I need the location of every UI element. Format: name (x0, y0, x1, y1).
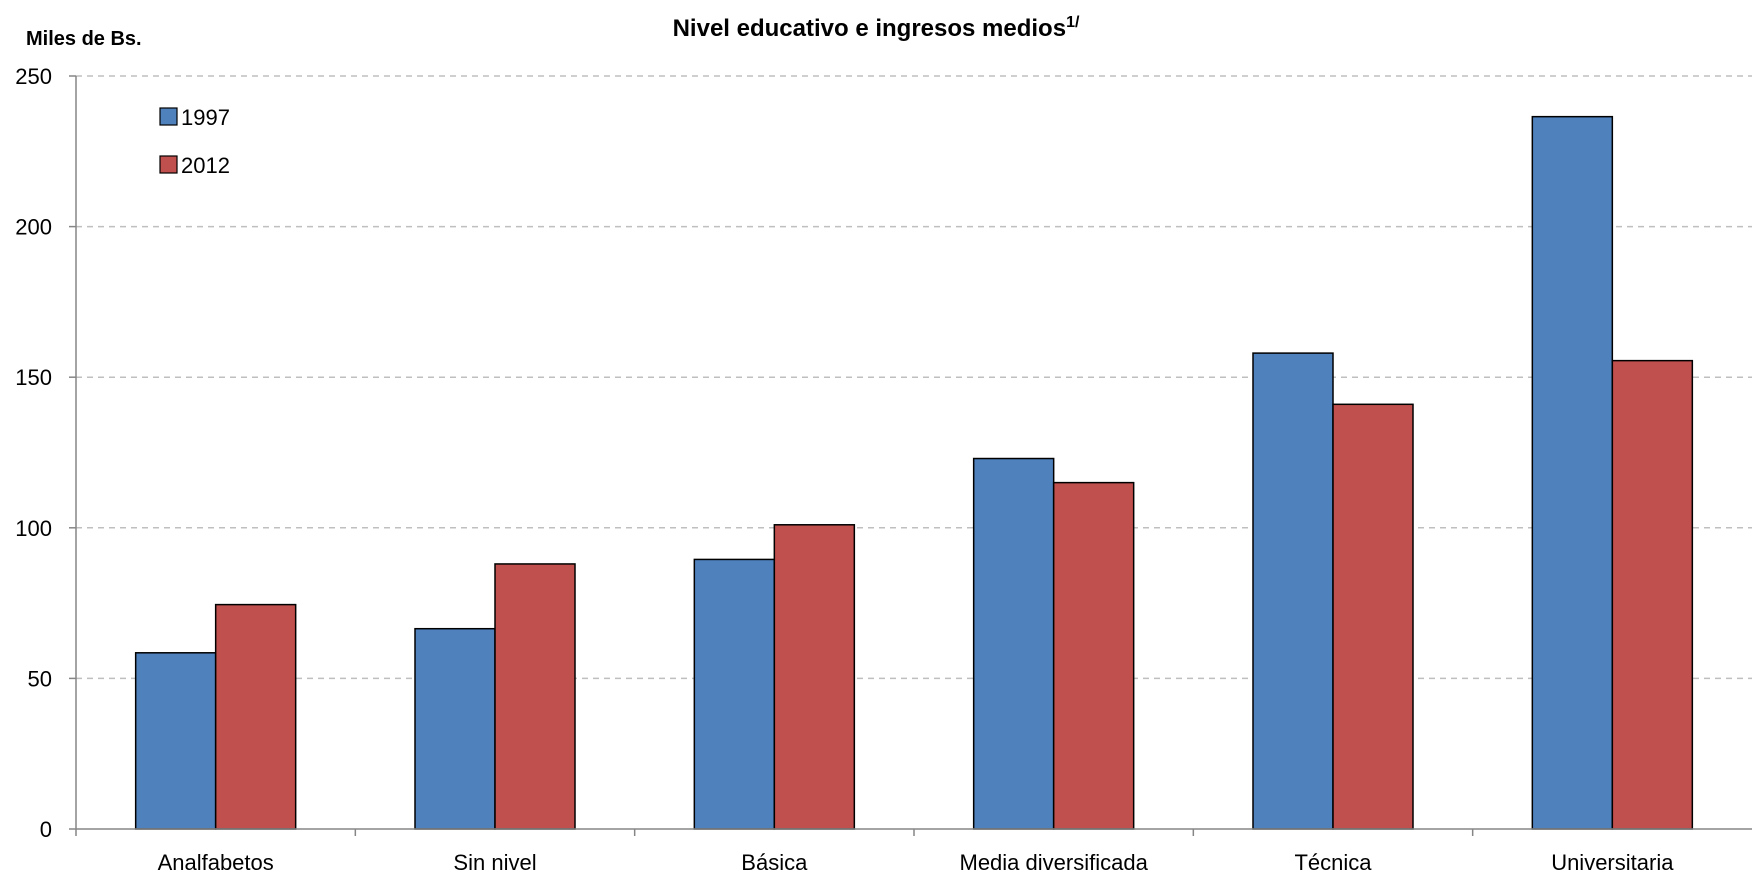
y-axis-label: Miles de Bs. (26, 28, 142, 50)
bar-1997 (1252, 352, 1334, 830)
x-tick-label: Analfabetos (158, 850, 274, 875)
axes (69, 75, 1752, 836)
y-tick-labels: 0 50 100 150 200 250 (15, 64, 52, 842)
chart-title: Nivel educativo e ingresos medios1/ (673, 14, 1080, 42)
gridlines (76, 75, 1752, 680)
bar-2012 (773, 524, 856, 830)
legend-swatch-2012 (159, 155, 178, 174)
x-tick-label: Básica (741, 850, 808, 875)
x-tick-label: Técnica (1294, 850, 1372, 875)
bar-1997 (972, 457, 1055, 830)
bar-2012 (214, 603, 297, 830)
legend-swatch-1997 (159, 107, 178, 126)
bars (134, 115, 1694, 830)
y-tick-label: 0 (40, 817, 52, 842)
x-tick-labels: Analfabetos Sin nivel Básica Media diversif… (158, 850, 1675, 875)
y-tick-label: 200 (15, 215, 52, 240)
y-tick-label: 250 (15, 64, 52, 89)
legend-label-2012: 2012 (181, 153, 230, 178)
bar-1997 (693, 558, 776, 830)
x-tick-label: Media diversificada (960, 850, 1149, 875)
bar-1997 (134, 652, 217, 830)
bar-1997 (414, 627, 496, 830)
bar-2012 (1611, 359, 1694, 830)
bar-1997 (1531, 115, 1614, 830)
legend: 1997 2012 (159, 105, 230, 178)
bar-2012 (1332, 403, 1414, 830)
y-tick-label: 150 (15, 365, 52, 390)
y-tick-label: 50 (28, 666, 52, 691)
y-tick-label: 100 (15, 516, 52, 541)
bar-2012 (1052, 481, 1135, 830)
x-tick-label: Universitaria (1551, 850, 1674, 875)
legend-label-1997: 1997 (181, 105, 230, 130)
bar-2012 (494, 563, 576, 830)
x-tick-label: Sin nivel (453, 850, 536, 875)
chart-title-text: Nivel educativo e ingresos medios (673, 15, 1066, 42)
chart-title-superscript: 1/ (1066, 14, 1080, 31)
